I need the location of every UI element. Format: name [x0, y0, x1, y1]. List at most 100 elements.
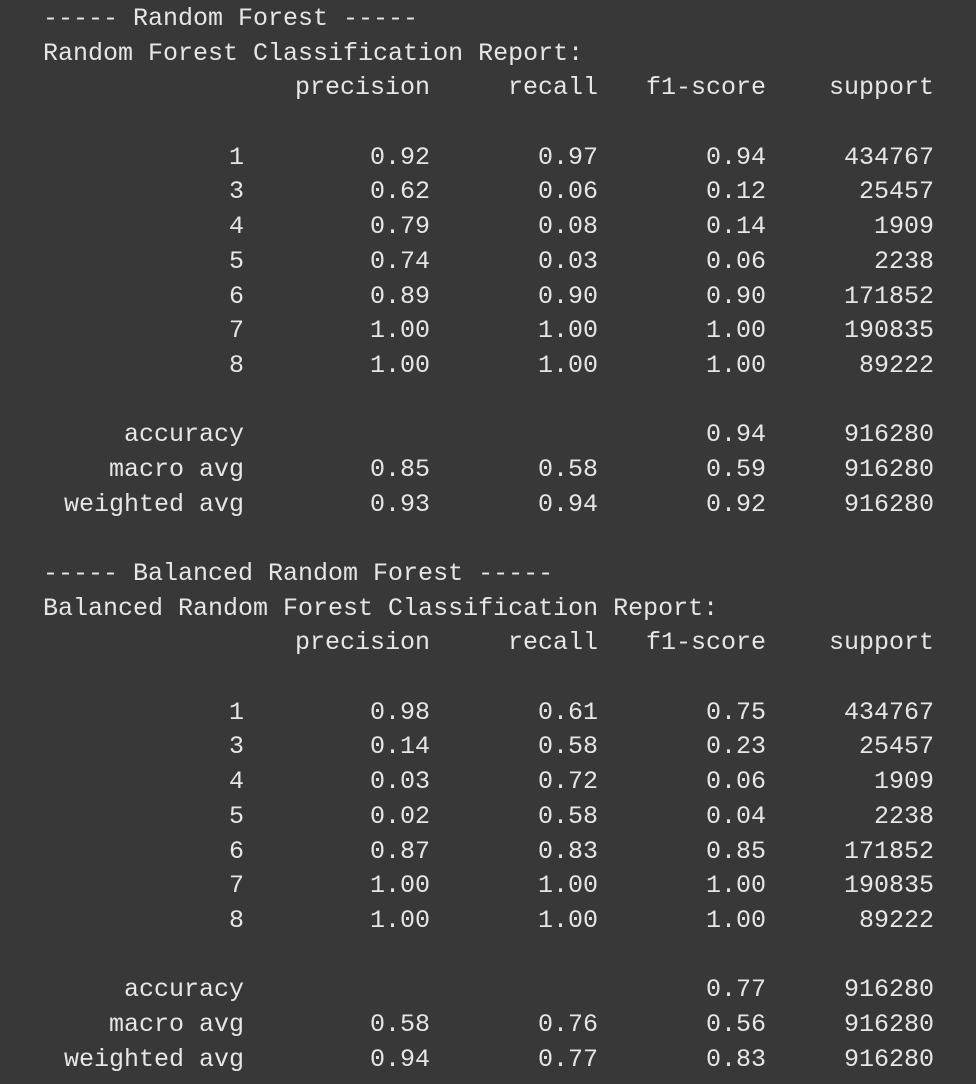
row-f1-score: 0.14	[705, 212, 766, 242]
row-label: 6	[228, 836, 244, 866]
row-support: 2238	[873, 801, 934, 831]
row-label: 8	[228, 905, 244, 935]
row-f1-score: 0.06	[705, 246, 766, 276]
row-label: 3	[228, 732, 244, 762]
row-label: 5	[228, 246, 244, 276]
row-f1-score: 1.00	[705, 871, 766, 901]
row-precision: 1.00	[369, 316, 430, 346]
header-row: precision recall f1-score support	[0, 626, 976, 661]
summary-label: weighted avg	[63, 489, 244, 519]
row-label: 1	[228, 697, 244, 727]
row-recall: 0.90	[537, 281, 598, 311]
header-support: support	[828, 73, 934, 103]
row-recall: 1.00	[537, 905, 598, 935]
summary-support: 916280	[843, 420, 934, 450]
table-row: 8 1.00 1.00 1.00 89222	[0, 349, 976, 384]
row-precision: 0.87	[369, 836, 430, 866]
row-label: 4	[228, 767, 244, 797]
summary-f1-score: 0.94	[705, 420, 766, 450]
table-row: 6 0.89 0.90 0.90 171852	[0, 280, 976, 315]
row-support: 171852	[843, 281, 934, 311]
row-recall: 0.08	[537, 212, 598, 242]
report-banner: ----- Random Forest -----	[43, 4, 419, 33]
summary-f1-score: 0.92	[705, 489, 766, 519]
row-support: 190835	[843, 871, 934, 901]
table-row: 1 0.92 0.97 0.94 434767	[0, 141, 976, 176]
summary-label: macro avg	[108, 454, 244, 484]
row-support: 434767	[843, 697, 934, 727]
table-row: 4 0.03 0.72 0.06 1909	[0, 765, 976, 800]
row-f1-score: 1.00	[705, 316, 766, 346]
table-row: 3 0.62 0.06 0.12 25457	[0, 175, 976, 210]
summary-recall: 0.77	[537, 1044, 598, 1074]
summary-support: 916280	[843, 1044, 934, 1074]
row-support: 2238	[873, 246, 934, 276]
row-support: 1909	[873, 212, 934, 242]
summary-row: accuracy 0.94 916280	[0, 418, 976, 453]
row-label: 1	[228, 142, 244, 172]
row-f1-score: 1.00	[705, 905, 766, 935]
blank-line	[0, 661, 976, 696]
row-f1-score: 0.75	[705, 697, 766, 727]
row-precision: 1.00	[369, 871, 430, 901]
header-f1-score: f1-score	[645, 73, 766, 103]
row-recall: 0.06	[537, 177, 598, 207]
summary-label: weighted avg	[63, 1044, 244, 1074]
blank-line	[0, 522, 976, 557]
row-f1-score: 0.94	[705, 142, 766, 172]
row-support: 434767	[843, 142, 934, 172]
summary-recall: 0.76	[537, 1009, 598, 1039]
table-row: 1 0.98 0.61 0.75 434767	[0, 696, 976, 731]
summary-row: macro avg 0.85 0.58 0.59 916280	[0, 453, 976, 488]
summary-label: accuracy	[123, 420, 244, 450]
header-recall: recall	[507, 73, 598, 103]
report-title: Random Forest Classification Report:	[43, 38, 584, 68]
row-precision: 0.74	[369, 246, 430, 276]
row-label: 4	[228, 212, 244, 242]
row-recall: 0.03	[537, 246, 598, 276]
row-f1-score: 1.00	[705, 350, 766, 380]
row-label: 7	[228, 316, 244, 346]
header-row: precision recall f1-score support	[0, 71, 976, 106]
row-recall: 0.58	[537, 732, 598, 762]
row-label: 8	[228, 350, 244, 380]
blank-line	[0, 384, 976, 419]
table-row: 8 1.00 1.00 1.00 89222	[0, 904, 976, 939]
row-precision: 1.00	[369, 905, 430, 935]
row-precision: 0.02	[369, 801, 430, 831]
summary-f1-score: 0.59	[705, 454, 766, 484]
summary-support: 916280	[843, 454, 934, 484]
row-f1-score: 0.04	[705, 801, 766, 831]
row-recall: 0.72	[537, 767, 598, 797]
row-precision: 0.98	[369, 697, 430, 727]
row-precision: 0.03	[369, 767, 430, 797]
header-f1-score: f1-score	[645, 628, 766, 658]
row-recall: 0.58	[537, 801, 598, 831]
summary-precision: 0.58	[369, 1009, 430, 1039]
row-f1-score: 0.12	[705, 177, 766, 207]
table-row: 3 0.14 0.58 0.23 25457	[0, 730, 976, 765]
summary-precision: 0.85	[369, 454, 430, 484]
row-precision: 0.79	[369, 212, 430, 242]
summary-support: 916280	[843, 489, 934, 519]
row-recall: 0.61	[537, 697, 598, 727]
summary-precision: 0.94	[369, 1044, 430, 1074]
row-support: 89222	[858, 350, 934, 380]
summary-recall: 0.58	[537, 454, 598, 484]
row-support: 25457	[858, 177, 934, 207]
header-precision: precision	[294, 628, 430, 658]
row-recall: 0.97	[537, 142, 598, 172]
report-title: Balanced Random Forest Classification Re…	[43, 593, 719, 623]
row-label: 5	[228, 801, 244, 831]
row-f1-score: 0.85	[705, 836, 766, 866]
summary-label: accuracy	[123, 975, 244, 1005]
summary-row: weighted avg 0.94 0.77 0.83 916280	[0, 1043, 976, 1078]
row-recall: 1.00	[537, 871, 598, 901]
header-precision: precision	[294, 73, 430, 103]
header-recall: recall	[507, 628, 598, 658]
row-label: 7	[228, 871, 244, 901]
row-precision: 0.14	[369, 732, 430, 762]
header-support: support	[828, 628, 934, 658]
row-label: 6	[228, 281, 244, 311]
